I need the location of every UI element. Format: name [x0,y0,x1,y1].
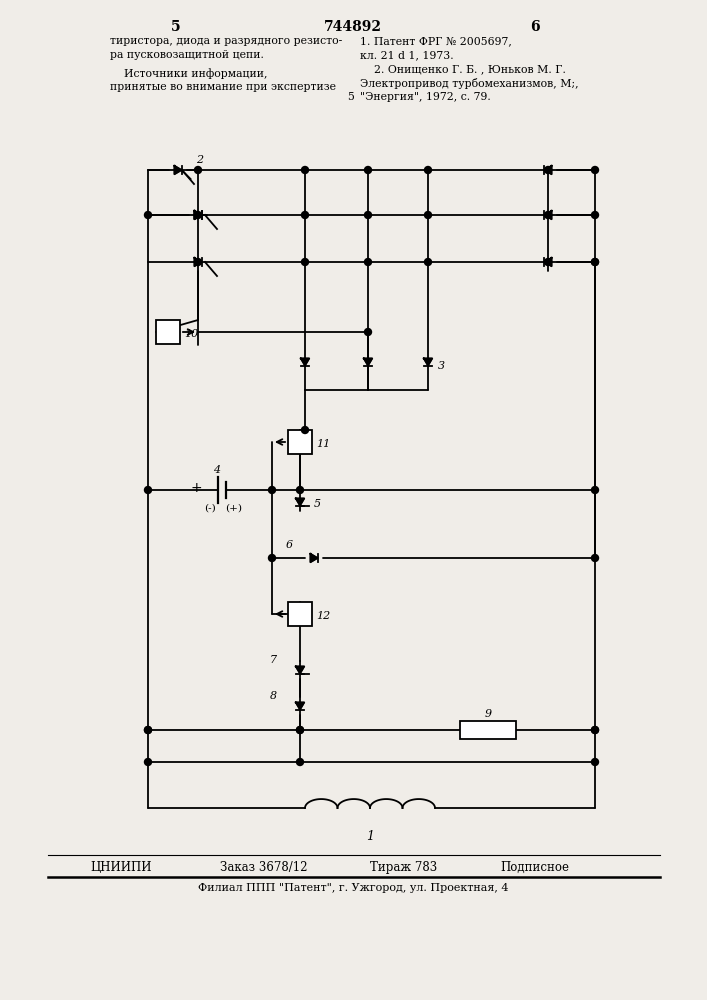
Circle shape [144,726,151,734]
Circle shape [301,166,308,174]
Polygon shape [544,211,551,219]
Text: 3: 3 [438,361,445,371]
Polygon shape [296,498,304,506]
Text: (+): (+) [226,504,243,512]
Text: Филиал ППП "Патент", г. Ужгород, ул. Проектная, 4: Филиал ППП "Патент", г. Ужгород, ул. Про… [198,883,508,893]
Polygon shape [194,211,201,219]
Circle shape [592,726,599,734]
Circle shape [592,258,599,265]
Circle shape [365,328,371,336]
Circle shape [424,212,431,219]
Text: 7: 7 [270,655,277,665]
Text: 1: 1 [366,830,374,843]
Circle shape [144,758,151,766]
Text: 9: 9 [484,709,491,719]
Text: "Энергия", 1972, с. 79.: "Энергия", 1972, с. 79. [360,92,491,102]
Circle shape [424,166,431,174]
Circle shape [544,212,551,219]
Polygon shape [544,166,551,174]
Text: 6: 6 [286,540,293,550]
Circle shape [301,426,308,434]
Text: 5: 5 [171,20,181,34]
Text: 4: 4 [214,465,221,475]
Circle shape [592,726,599,734]
Circle shape [592,166,599,174]
Circle shape [296,758,303,766]
Circle shape [144,487,151,493]
Circle shape [592,554,599,562]
Text: 744892: 744892 [324,20,382,34]
Polygon shape [175,166,182,174]
Text: 8: 8 [270,691,277,701]
Text: (-): (-) [204,504,216,512]
Text: Подписное: Подписное [500,861,569,874]
Circle shape [365,166,371,174]
Circle shape [592,487,599,493]
Text: ра пусковозащитной цепи.: ра пусковозащитной цепи. [110,50,264,60]
Text: Тираж 783: Тираж 783 [370,861,437,874]
Circle shape [269,487,276,493]
Circle shape [365,258,371,265]
Circle shape [544,166,551,174]
Text: Заказ 3678/12: Заказ 3678/12 [220,861,308,874]
Text: кл. 21 d 1, 1973.: кл. 21 d 1, 1973. [360,50,454,60]
Text: +: + [190,481,201,495]
Text: 5: 5 [347,92,354,102]
Circle shape [296,726,303,734]
Polygon shape [296,702,304,710]
Circle shape [144,212,151,219]
Bar [288,602,312,626]
Circle shape [592,258,599,265]
Circle shape [194,212,201,219]
Polygon shape [423,358,432,366]
Text: тиристора, диода и разрядного резисто-: тиристора, диода и разрядного резисто- [110,36,342,46]
Circle shape [424,258,431,265]
Text: Электропривод турбомеханизмов, М;,: Электропривод турбомеханизмов, М;, [360,78,578,89]
Text: 10: 10 [184,329,198,339]
Polygon shape [544,258,551,266]
Polygon shape [300,358,309,366]
Text: 1. Патент ФРГ № 2005697,: 1. Патент ФРГ № 2005697, [360,36,512,46]
Circle shape [194,258,201,265]
Text: 12: 12 [316,611,330,621]
Bar [460,721,516,739]
Circle shape [144,726,151,734]
Text: Источники информации,: Источники информации, [110,68,267,79]
Bar [288,430,312,454]
Circle shape [194,166,201,174]
Circle shape [301,212,308,219]
Circle shape [301,258,308,265]
Text: 6: 6 [530,20,540,34]
Circle shape [269,554,276,562]
Polygon shape [310,554,317,562]
Polygon shape [194,211,201,219]
Polygon shape [364,358,372,366]
Circle shape [592,212,599,219]
Circle shape [544,258,551,265]
Text: 2. Онищенко Г. Б. , Юньков М. Г.: 2. Онищенко Г. Б. , Юньков М. Г. [360,64,566,74]
Text: 5: 5 [314,499,321,509]
Bar [156,320,180,344]
Text: ЦНИИПИ: ЦНИИПИ [90,861,151,874]
Text: 2: 2 [196,155,203,165]
Circle shape [296,726,303,734]
Polygon shape [296,666,304,674]
Text: принятые во внимание при экспертизе: принятые во внимание при экспертизе [110,82,336,92]
Circle shape [296,487,303,493]
Circle shape [365,212,371,219]
Circle shape [592,758,599,766]
Polygon shape [194,258,201,266]
Text: 11: 11 [316,439,330,449]
